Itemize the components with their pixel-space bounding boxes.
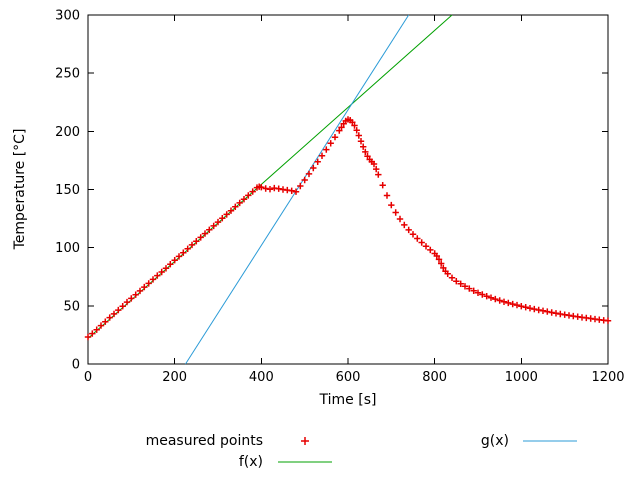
svg-text:100: 100 <box>55 241 80 256</box>
svg-text:0: 0 <box>72 358 80 373</box>
svg-text:200: 200 <box>55 125 80 140</box>
plot-border <box>87 14 609 365</box>
legend-label-f: f(x) <box>238 454 263 470</box>
svg-text:150: 150 <box>55 183 80 198</box>
axis-tick-labels: 0 200 400 600 800 1000 1200 0 50 100 150 200 250 300 <box>55 9 624 386</box>
svg-text:800: 800 <box>422 370 447 385</box>
series-line-g-x- <box>185 14 410 365</box>
svg-text:300: 300 <box>55 9 80 24</box>
legend-label-g: g(x) <box>480 433 509 449</box>
svg-text:1200: 1200 <box>591 370 624 385</box>
series-measured-points <box>84 116 612 341</box>
series-line-f-x- <box>87 14 453 339</box>
svg-text:400: 400 <box>249 370 274 385</box>
svg-text:0: 0 <box>84 370 92 385</box>
y-axis-title: Temperature [°C] <box>12 128 28 250</box>
svg-text:1000: 1000 <box>505 370 538 385</box>
x-axis-title: Time [s] <box>319 392 377 408</box>
svg-text:250: 250 <box>55 67 80 82</box>
legend-samples <box>278 437 577 463</box>
axis-ticks <box>87 14 609 365</box>
svg-text:600: 600 <box>336 370 361 385</box>
svg-text:50: 50 <box>63 299 80 314</box>
legend-label-measured-points: measured points <box>145 433 263 449</box>
svg-text:200: 200 <box>162 370 187 385</box>
legend-sample-plus-icon <box>301 437 309 445</box>
